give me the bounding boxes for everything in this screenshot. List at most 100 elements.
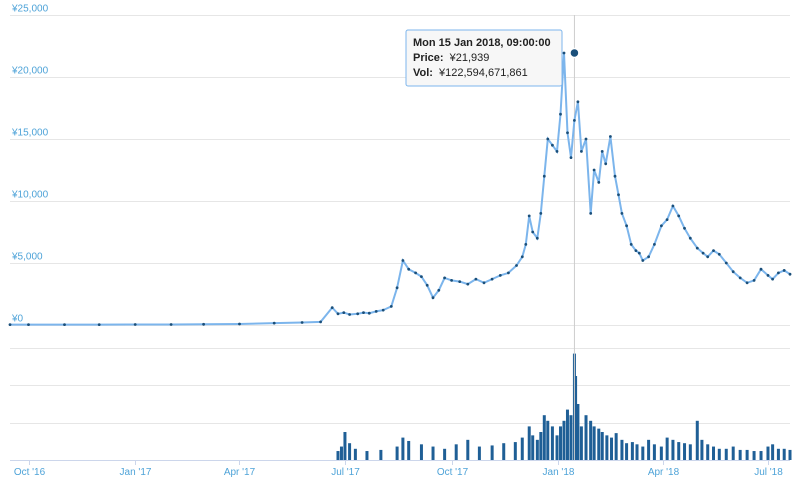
volume-bar	[339, 446, 343, 460]
volume-bar	[407, 440, 411, 460]
price-point	[771, 277, 774, 281]
price-point	[609, 135, 612, 138]
x-axis: Oct '16 Jan '17 Apr '17 Jul '17 Oct '17 Jan '…	[14, 460, 783, 478]
price-y-axis: ¥0 ¥5,000 ¥10,000 ¥15,000 ¥20,000 ¥25,000	[11, 4, 49, 325]
volume-bar	[550, 426, 554, 460]
price-point	[437, 288, 441, 292]
price-point	[431, 296, 435, 300]
price-point	[566, 131, 569, 135]
volume-bar	[677, 442, 681, 460]
volume-bar	[574, 376, 578, 460]
tooltip: Mon 15 Jan 2018, 09:00:00 Price: ¥21,939…	[405, 29, 563, 87]
price-point	[617, 193, 620, 197]
price-markers	[8, 51, 792, 326]
price-point	[450, 279, 453, 282]
volume-bar	[579, 426, 583, 460]
volume-bar	[782, 448, 786, 460]
volume-bar	[695, 420, 699, 460]
volume-bar	[738, 449, 742, 460]
price-point	[677, 214, 681, 218]
volume-bar	[665, 437, 669, 460]
price-point	[580, 150, 583, 153]
price-point	[600, 150, 604, 153]
tooltip-price-key: Price:	[413, 52, 444, 64]
price-point	[738, 276, 742, 280]
volume-bar	[565, 409, 569, 460]
price-point	[637, 251, 641, 255]
volume-bar	[600, 432, 604, 460]
volume-bar	[625, 443, 629, 460]
volume-bar	[576, 404, 580, 460]
volume-bar	[431, 446, 435, 460]
price-point	[407, 267, 411, 271]
price-point	[272, 321, 276, 325]
price-point	[592, 168, 596, 172]
volume-bar	[559, 426, 563, 460]
x-tick-label: Apr '17	[224, 467, 256, 478]
y-tick-label: ¥25,000	[11, 4, 49, 15]
volume-bar	[401, 437, 405, 460]
price-point	[559, 112, 562, 116]
volume-bar	[466, 439, 470, 460]
volume-bar	[348, 443, 352, 460]
price-point	[724, 261, 728, 265]
price-point	[555, 150, 559, 153]
price-point	[498, 274, 502, 277]
price-point	[507, 271, 510, 275]
price-point	[671, 204, 675, 208]
volume-bar	[671, 439, 675, 460]
volume-bar	[555, 435, 559, 460]
price-point	[535, 236, 539, 240]
volume-bar	[454, 444, 458, 460]
price-point	[515, 264, 518, 267]
price-point	[401, 259, 405, 262]
y-tick-label: ¥20,000	[11, 66, 49, 77]
volume-bar	[353, 448, 357, 460]
volume-bar	[597, 428, 601, 460]
volume-gridlines	[10, 348, 790, 424]
price-point	[342, 311, 346, 314]
hover-point[interactable]	[569, 47, 580, 59]
volume-bar	[641, 446, 645, 460]
volume-bar	[539, 432, 543, 460]
price-point	[527, 214, 531, 218]
price-line	[10, 52, 791, 326]
volume-bar	[614, 433, 618, 460]
price-point	[330, 306, 334, 309]
price-point	[620, 212, 624, 215]
price-point	[706, 255, 710, 259]
x-tick-label: Jul '17	[331, 467, 360, 478]
volume-bar	[589, 420, 593, 460]
price-point	[604, 162, 608, 166]
price-point	[381, 308, 385, 312]
price-point	[202, 322, 206, 326]
price-point	[745, 281, 749, 285]
x-tick-label: Oct '16	[14, 467, 46, 478]
x-tick-label: Jul '18	[754, 467, 783, 478]
price-point	[542, 174, 546, 178]
price-point	[482, 281, 486, 285]
y-tick-label: ¥0	[11, 314, 24, 325]
price-point	[589, 212, 593, 215]
price-point	[660, 224, 663, 228]
price-point	[641, 259, 645, 262]
price-point	[524, 243, 528, 246]
price-point	[653, 243, 656, 246]
tooltip-volume: Vol: ¥122,594,671,861	[413, 67, 528, 79]
volume-bar	[490, 445, 494, 460]
price-point	[766, 274, 770, 277]
volume-bar	[759, 451, 763, 460]
volume-bar	[365, 451, 369, 460]
volume-bar	[592, 426, 596, 460]
price-point	[458, 280, 462, 283]
price-point	[348, 313, 351, 316]
price-point	[625, 224, 628, 228]
tooltip-box	[405, 29, 563, 87]
volume-bar	[419, 444, 423, 460]
volume-bar	[766, 446, 770, 460]
price-point	[665, 218, 669, 222]
price-point	[443, 276, 446, 280]
volume-bar	[520, 437, 524, 460]
price-point	[712, 249, 715, 253]
price-point	[474, 277, 478, 281]
